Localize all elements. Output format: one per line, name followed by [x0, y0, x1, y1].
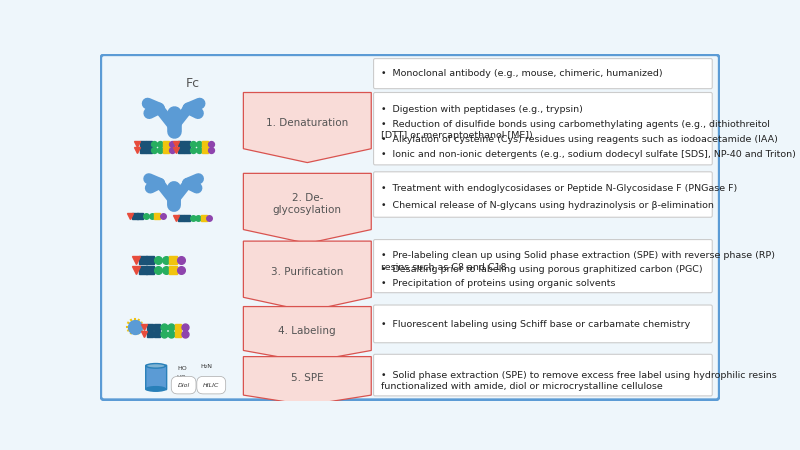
Text: •  Chemical release of N-glycans using hydrazinolysis or β-elimination: • Chemical release of N-glycans using hy… — [382, 201, 714, 210]
Text: •  Solid phase extraction (SPE) to remove excess free label using hydrophilic re: • Solid phase extraction (SPE) to remove… — [382, 371, 777, 391]
Text: HO: HO — [176, 375, 186, 380]
Text: •  Pre-labeling clean up using Solid phase extraction (SPE) with reverse phase (: • Pre-labeling clean up using Solid phas… — [382, 252, 775, 272]
Text: •  Treatment with endoglycosidases or Peptide N-Glycosidase F (PNGase F): • Treatment with endoglycosidases or Pep… — [382, 184, 738, 194]
FancyBboxPatch shape — [374, 239, 712, 292]
Polygon shape — [243, 173, 371, 243]
Text: •  Desalting prior to labeling using porous graphitized carbon (PGC): • Desalting prior to labeling using poro… — [382, 265, 703, 274]
Ellipse shape — [146, 364, 166, 368]
FancyBboxPatch shape — [374, 354, 712, 396]
FancyBboxPatch shape — [374, 93, 712, 165]
Text: Diol: Diol — [178, 382, 190, 387]
Text: 3. Purification: 3. Purification — [271, 267, 343, 277]
Text: 4. Labeling: 4. Labeling — [278, 326, 336, 336]
Polygon shape — [243, 93, 371, 162]
FancyBboxPatch shape — [374, 305, 712, 343]
Text: •  Digestion with peptidases (e.g., trypsin): • Digestion with peptidases (e.g., tryps… — [382, 105, 583, 114]
FancyBboxPatch shape — [374, 58, 712, 89]
Ellipse shape — [146, 387, 166, 391]
Text: 2. De-
glycosylation: 2. De- glycosylation — [273, 194, 342, 215]
Polygon shape — [243, 356, 371, 405]
Text: •  Precipitation of proteins using organic solvents: • Precipitation of proteins using organi… — [382, 279, 616, 288]
Text: 1. Denaturation: 1. Denaturation — [266, 118, 349, 128]
Text: •  Monoclonal antibody (e.g., mouse, chimeric, humanized): • Monoclonal antibody (e.g., mouse, chim… — [382, 69, 663, 78]
Text: 5. SPE: 5. SPE — [291, 373, 324, 383]
FancyBboxPatch shape — [101, 55, 719, 400]
FancyBboxPatch shape — [146, 365, 166, 390]
Text: H₂N: H₂N — [201, 364, 213, 369]
Text: •  Reduction of disulfide bonds using carbomethylating agents (e.g., dithiothrei: • Reduction of disulfide bonds using car… — [382, 120, 770, 140]
Polygon shape — [243, 241, 371, 311]
Text: •  Ionic and non-ionic detergents (e.g., sodium dodecyl sulfate [SDS], NP-40 and: • Ionic and non-ionic detergents (e.g., … — [382, 150, 796, 159]
Text: •  Alkylation of cysteine (Cys) residues using reagents such as iodoacetamide (I: • Alkylation of cysteine (Cys) residues … — [382, 135, 778, 144]
FancyBboxPatch shape — [374, 172, 712, 217]
Text: •  Fluorescent labeling using Schiff base or carbamate chemistry: • Fluorescent labeling using Schiff base… — [382, 320, 690, 329]
Text: HO: HO — [178, 366, 187, 371]
Polygon shape — [243, 306, 371, 362]
Text: HILIC: HILIC — [203, 382, 219, 387]
Text: Fc: Fc — [186, 77, 200, 90]
